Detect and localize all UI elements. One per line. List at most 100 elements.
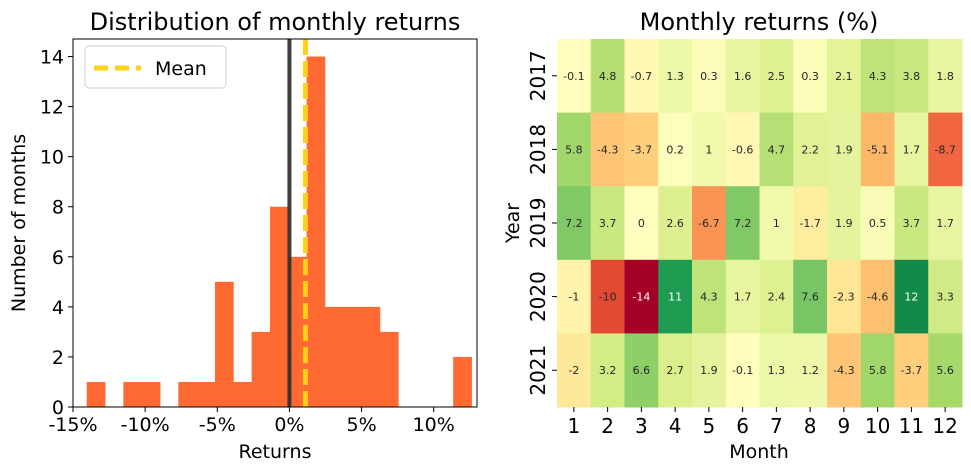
heatmap-cell-value: 1.7 bbox=[734, 291, 752, 304]
heatmap-cell-value: -14 bbox=[632, 291, 650, 304]
heatmap-cell-value: -0.7 bbox=[631, 70, 652, 83]
heatmap-cell-value: 7.2 bbox=[734, 217, 752, 230]
heatmap-cell-value: -0.6 bbox=[732, 143, 753, 156]
heatmap-cell-value: 4.3 bbox=[869, 70, 887, 83]
heatmap-cell-value: 1.9 bbox=[835, 143, 853, 156]
y-tick-label: 0 bbox=[52, 397, 64, 419]
heatmap-cell bbox=[894, 112, 929, 187]
heatmap-cell-value: 2.7 bbox=[666, 364, 684, 377]
heatmap-cell bbox=[793, 112, 828, 187]
month-tick-label: 4 bbox=[669, 414, 682, 438]
heatmap-cell-value: 4.7 bbox=[768, 143, 786, 156]
heatmap-cell bbox=[860, 39, 895, 114]
heatmap-cell bbox=[590, 39, 625, 114]
heatmap-cell-value: 5.6 bbox=[936, 364, 954, 377]
heatmap-cell bbox=[827, 259, 862, 334]
heatmap-cell bbox=[827, 186, 862, 261]
y-tick-label: 14 bbox=[40, 47, 64, 69]
heatmap-cell bbox=[928, 259, 963, 334]
histogram-legend: Mean bbox=[84, 45, 227, 89]
histogram-y-ticks: 0 2 4 6 8 10 12 14 bbox=[40, 47, 73, 419]
heatmap-cell bbox=[692, 259, 727, 334]
month-tick-label: 9 bbox=[838, 414, 851, 438]
histogram-plot-frame bbox=[72, 38, 478, 408]
heatmap-cell bbox=[894, 39, 929, 114]
heatmap-cell bbox=[557, 39, 592, 114]
heatmap-cell-value: 4.8 bbox=[599, 70, 617, 83]
histogram-panel: Distribution of monthly returns -15% -10%… bbox=[8, 8, 478, 463]
heatmap-cell-value: 7.2 bbox=[565, 217, 583, 230]
heatmap-cell bbox=[658, 259, 693, 334]
heatmap-cell-value: 2.5 bbox=[768, 70, 786, 83]
heatmap-cell bbox=[860, 259, 895, 334]
month-tick-label: 7 bbox=[770, 414, 783, 438]
histogram-title: Distribution of monthly returns bbox=[90, 8, 461, 36]
month-tick-label: 6 bbox=[736, 414, 749, 438]
heatmap-cell-value: 1.8 bbox=[936, 70, 954, 83]
heatmap-cell-value: 0.5 bbox=[869, 217, 887, 230]
heatmap-cell-value: 1.3 bbox=[768, 364, 786, 377]
x-tick-label: 10% bbox=[413, 414, 455, 436]
x-tick-label: -15% bbox=[48, 414, 97, 436]
heatmap-cell bbox=[725, 186, 760, 261]
heatmap-cell bbox=[928, 39, 963, 114]
heatmap-cell bbox=[590, 112, 625, 187]
heatmap-cell-value: 1.9 bbox=[700, 364, 718, 377]
heatmap-cell bbox=[827, 112, 862, 187]
heatmap-cell-value: 6.6 bbox=[633, 364, 651, 377]
heatmap-cell bbox=[590, 333, 625, 408]
histogram-bar bbox=[288, 256, 307, 407]
heatmap-cell bbox=[725, 112, 760, 187]
histogram-bar bbox=[214, 281, 234, 407]
histogram-bar bbox=[453, 356, 472, 407]
heatmap-cell bbox=[759, 112, 794, 187]
heatmap-cell-value: 5.8 bbox=[565, 143, 583, 156]
histogram-bar bbox=[178, 381, 198, 407]
x-tick-label: 5% bbox=[346, 414, 376, 436]
histogram-bar bbox=[141, 381, 161, 407]
histogram-bar bbox=[233, 381, 253, 407]
heatmap-cell bbox=[557, 259, 592, 334]
histogram-bar bbox=[306, 56, 326, 408]
histogram-x-axis-label: Returns bbox=[239, 441, 312, 463]
heatmap-cell-value: 5.8 bbox=[869, 364, 887, 377]
heatmap-cell-value: 0 bbox=[638, 217, 645, 230]
heatmap-cell bbox=[860, 112, 895, 187]
month-tick-label: 3 bbox=[635, 414, 648, 438]
heatmap-cell-value: 3.2 bbox=[599, 364, 617, 377]
heatmap-cell-value: -5.1 bbox=[867, 143, 888, 156]
y-tick-label: 12 bbox=[40, 97, 64, 119]
heatmap-cell-value: 1.2 bbox=[801, 364, 819, 377]
heatmap-cell-value: -0.1 bbox=[732, 364, 753, 377]
heatmap-cell-value: -4.3 bbox=[833, 364, 854, 377]
heatmap-cell-value: -8.7 bbox=[934, 143, 955, 156]
heatmap-cell bbox=[793, 259, 828, 334]
histogram-bar bbox=[123, 381, 143, 407]
heatmap-cell-value: 4.3 bbox=[700, 291, 718, 304]
heatmap-cell bbox=[557, 333, 592, 408]
heatmap-cell bbox=[692, 39, 727, 114]
heatmap-cell-value: 2.2 bbox=[801, 143, 819, 156]
heatmap-cell bbox=[827, 39, 862, 114]
heatmap-cell-value: 1.6 bbox=[734, 70, 752, 83]
histogram-bar bbox=[379, 331, 399, 407]
legend-box bbox=[84, 45, 227, 89]
month-tick-label: 10 bbox=[865, 414, 890, 438]
heatmap-cell bbox=[827, 333, 862, 408]
heatmap-cell-value: -1 bbox=[568, 291, 579, 304]
histogram-x-ticks: -15% -10% -5% 0% 5% 10% bbox=[48, 407, 455, 436]
heatmap-cell-value: 1.9 bbox=[835, 217, 853, 230]
heatmap-cell bbox=[928, 112, 963, 187]
heatmap-cell bbox=[793, 333, 828, 408]
heatmap-cell-value: 1.3 bbox=[666, 70, 684, 83]
heatmap-cell bbox=[692, 333, 727, 408]
heatmap-cell bbox=[725, 333, 760, 408]
heatmap-y-axis-label: Year bbox=[502, 203, 524, 244]
legend-mean-label: Mean bbox=[155, 58, 207, 80]
heatmap-cell bbox=[624, 112, 659, 187]
heatmap-cell bbox=[590, 259, 625, 334]
heatmap-cell bbox=[692, 186, 727, 261]
y-tick-label: 4 bbox=[52, 297, 64, 319]
heatmap-cell bbox=[860, 333, 895, 408]
heatmap-cell bbox=[928, 333, 963, 408]
